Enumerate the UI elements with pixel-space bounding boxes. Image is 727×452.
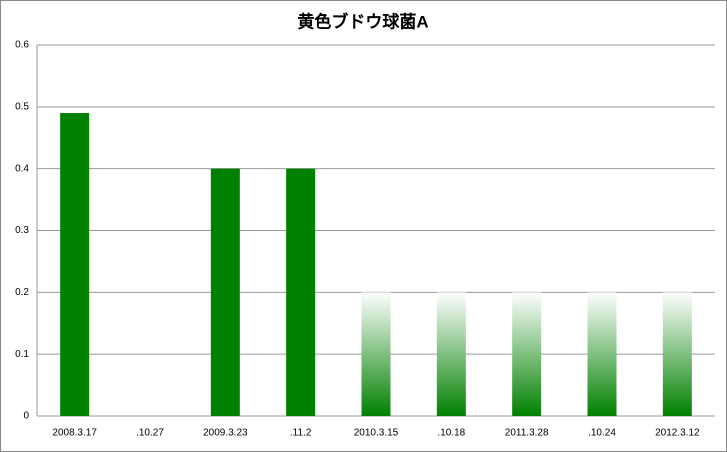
y-tick-label: 0.1	[15, 349, 29, 360]
x-tick-label: .10.24	[588, 428, 616, 439]
y-tick-label: 0.3	[15, 225, 29, 236]
y-tick-label: 0.5	[15, 101, 29, 112]
y-tick-label: 0.4	[15, 163, 29, 174]
bar	[587, 292, 617, 416]
y-tick-label: 0.6	[15, 40, 29, 51]
bar	[286, 168, 316, 416]
y-tick-label: 0	[23, 411, 29, 422]
x-tick-label: 2012.3.12	[655, 428, 700, 439]
x-tick-label: .10.27	[136, 428, 164, 439]
y-tick-label: 0.2	[15, 287, 29, 298]
bar	[60, 113, 90, 417]
x-tick-label: 2009.3.23	[203, 428, 248, 439]
bar	[361, 292, 391, 416]
bar	[512, 292, 542, 416]
x-tick-label: .11.2	[290, 428, 312, 439]
x-tick-label: .10.18	[437, 428, 465, 439]
bar	[662, 292, 692, 416]
x-tick-label: 2011.3.28	[505, 428, 549, 439]
bar	[436, 292, 466, 416]
chart-title: 黄色ブドウ球菌A	[297, 11, 428, 31]
bar	[210, 168, 240, 416]
x-tick-label: 2008.3.17	[52, 428, 97, 439]
x-tick-label: 2010.3.15	[354, 428, 399, 439]
